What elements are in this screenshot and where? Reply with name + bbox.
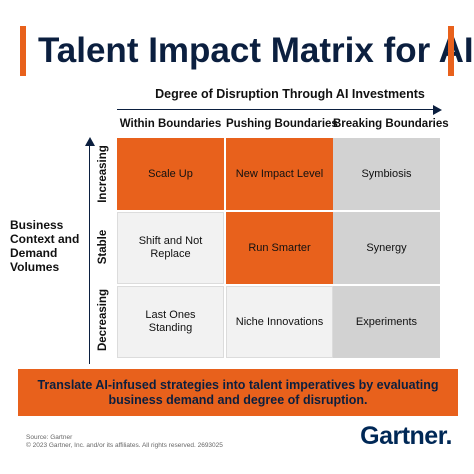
title-accent-bar-right: [448, 26, 454, 76]
matrix-cell-experiments: Experiments: [333, 286, 440, 358]
row-label-increasing: Increasing: [97, 145, 109, 203]
copyright-note: © 2023 Gartner, Inc. and/or its affiliat…: [26, 442, 223, 449]
column-label-within: Within Boundaries: [119, 118, 222, 130]
matrix-cell-niche-innovations: Niche Innovations: [226, 286, 333, 358]
matrix-cell-shift-and-not-replace: Shift and Not Replace: [117, 212, 224, 284]
matrix-cell-last-ones-standing: Last Ones Standing: [117, 286, 224, 358]
arrow-up-icon: [85, 137, 95, 146]
summary-banner: Translate AI-infused strategies into tal…: [18, 369, 458, 416]
matrix-cell-new-impact-level: New Impact Level: [226, 138, 333, 210]
y-axis-arrow-line: [89, 146, 91, 364]
x-axis-arrow-line: [117, 109, 435, 111]
column-label-breaking: Breaking Boundaries: [333, 118, 449, 130]
y-axis-title: Business Context and Demand Volumes: [10, 218, 80, 274]
arrow-right-icon: [433, 105, 442, 115]
row-label-decreasing: Decreasing: [97, 289, 109, 352]
x-axis-title: Degree of Disruption Through AI Investme…: [155, 87, 425, 101]
matrix-cell-symbiosis: Symbiosis: [333, 138, 440, 210]
gartner-logo: Gartner.: [360, 422, 452, 450]
matrix-cell-scale-up: Scale Up: [117, 138, 224, 210]
source-note: Source: Gartner: [26, 434, 73, 441]
matrix-cell-run-smarter: Run Smarter: [226, 212, 333, 284]
column-label-pushing: Pushing Boundaries: [226, 118, 338, 130]
row-label-stable: Stable: [97, 229, 109, 265]
matrix-cell-synergy: Synergy: [333, 212, 440, 284]
title-accent-bar-left: [20, 26, 26, 76]
page-title: Talent Impact Matrix for AI: [38, 31, 474, 70]
